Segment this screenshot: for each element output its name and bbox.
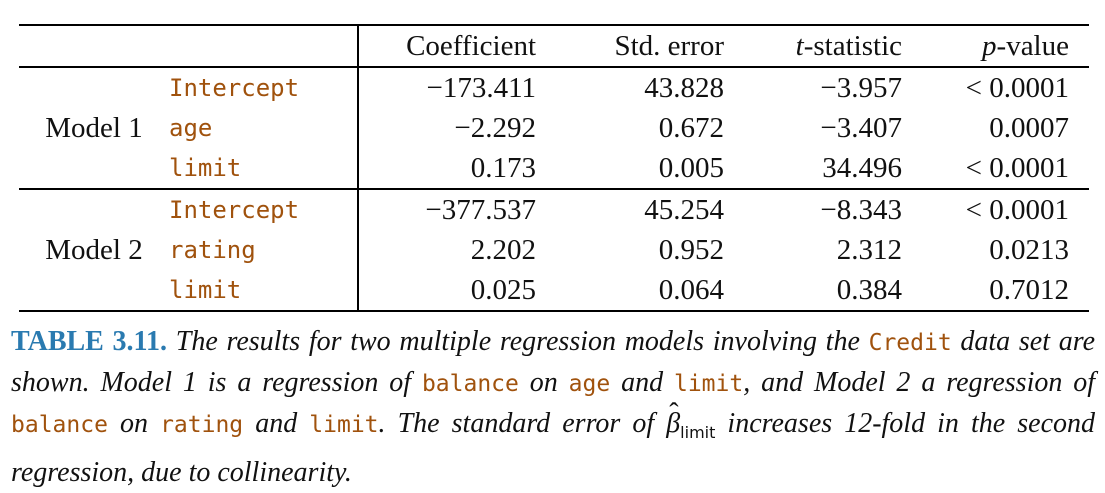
- coefficient-value: −2.292: [454, 112, 536, 144]
- caption-text: , and Model 2 a regression of: [743, 367, 1096, 398]
- regression-table-container: Coefficient Std. error t-statistic p-val…: [19, 24, 1089, 312]
- beta-limit-symbol: ˆ βlimit: [666, 398, 716, 442]
- t-statistic-value: 34.496: [822, 152, 902, 184]
- header-coefficient: Coefficient: [406, 30, 536, 62]
- caption-code: limit: [673, 371, 744, 397]
- variable-name: age: [169, 108, 359, 148]
- p-value: 0.7012: [989, 274, 1069, 306]
- std-error-value: 0.005: [658, 152, 724, 184]
- caption-text: . The standard error of: [378, 408, 667, 439]
- variable-name: limit: [169, 270, 359, 311]
- p-value: < 0.0001: [965, 152, 1069, 184]
- table-caption: TABLE 3.11. The results for two multiple…: [11, 322, 1095, 493]
- table-row: limit 0.173 0.005 34.496 < 0.0001: [19, 148, 1089, 189]
- caption-text: and: [610, 367, 674, 398]
- table-row: Model 2 Intercept −377.537 45.254 −8.343…: [19, 189, 1089, 266]
- header-p-value: p-value: [902, 25, 1089, 67]
- caption-code: balance: [421, 371, 519, 397]
- std-error-value: 43.828: [644, 72, 724, 104]
- std-error-value: 0.952: [658, 234, 724, 266]
- table-row: Model 1 Intercept −173.411 43.828 −3.957…: [19, 67, 1089, 144]
- caption-code: age: [568, 371, 611, 397]
- header-p-symbol: p: [982, 30, 997, 62]
- t-statistic-value: −3.957: [820, 72, 902, 104]
- caption-code: limit: [309, 412, 379, 438]
- coefficient-value: 2.202: [470, 234, 536, 266]
- beta-subscript: limit: [680, 423, 716, 442]
- header-t-rest: -statistic: [803, 30, 902, 62]
- header-p-rest: -value: [996, 30, 1069, 62]
- coefficient-value: 0.025: [470, 274, 536, 306]
- variable-name: rating: [169, 230, 359, 270]
- variable-name: limit: [169, 148, 359, 189]
- std-error-value: 0.672: [658, 112, 724, 144]
- table-row: age −2.292 0.672 −3.407 0.0007: [19, 108, 1089, 148]
- p-value: < 0.0001: [965, 194, 1069, 226]
- t-statistic-value: 0.384: [836, 274, 902, 306]
- p-value: 0.0007: [989, 112, 1069, 144]
- variable-name: Intercept: [169, 67, 359, 108]
- t-statistic-value: 2.312: [836, 234, 902, 266]
- caption-label: TABLE 3.11.: [11, 326, 168, 357]
- table-header-row: Coefficient Std. error t-statistic p-val…: [19, 25, 1089, 67]
- header-std-error: Std. error: [614, 30, 724, 62]
- caption-code: balance: [11, 412, 108, 438]
- header-empty-model: [19, 25, 169, 67]
- caption-text: on: [107, 408, 161, 439]
- table-row: rating 2.202 0.952 2.312 0.0213: [19, 230, 1089, 270]
- std-error-value: 0.064: [658, 274, 724, 306]
- t-statistic-value: −8.343: [820, 194, 902, 226]
- model-2-block: Model 2 Intercept −377.537 45.254 −8.343…: [19, 189, 1089, 311]
- header-empty-variable: [169, 25, 359, 67]
- variable-name: Intercept: [169, 189, 359, 230]
- caption-text: and: [243, 408, 310, 439]
- beta-hat: ˆ: [669, 398, 679, 429]
- header-t-statistic: t-statistic: [724, 25, 902, 67]
- caption-text: The results for two multiple regression …: [167, 326, 869, 357]
- model-1-block: Model 1 Intercept −173.411 43.828 −3.957…: [19, 67, 1089, 189]
- caption-text: on: [518, 367, 569, 398]
- caption-text: data set are shown. Model 1 is a regress…: [11, 326, 1096, 398]
- coefficient-value: 0.173: [470, 152, 536, 184]
- model-name: Model 2: [45, 234, 143, 266]
- t-statistic-value: −3.407: [820, 112, 902, 144]
- std-error-value: 45.254: [644, 194, 724, 226]
- model-name: Model 1: [45, 112, 143, 144]
- regression-table: Coefficient Std. error t-statistic p-val…: [19, 24, 1089, 312]
- caption-code: rating: [160, 412, 244, 438]
- header-t-symbol: t: [795, 30, 804, 62]
- caption-code: Credit: [868, 330, 952, 356]
- beta-letter: β: [666, 408, 681, 439]
- table-row: limit 0.025 0.064 0.384 0.7012: [19, 270, 1089, 311]
- p-value: 0.0213: [989, 234, 1069, 266]
- coefficient-value: −377.537: [425, 194, 536, 226]
- p-value: < 0.0001: [965, 72, 1069, 104]
- coefficient-value: −173.411: [426, 72, 536, 104]
